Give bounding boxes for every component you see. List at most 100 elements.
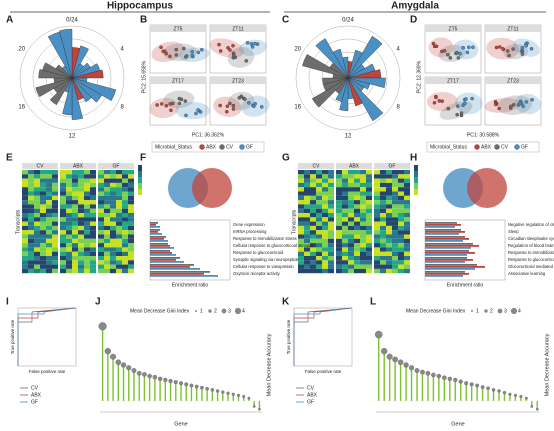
- lollipop-head: [104, 348, 111, 355]
- legend-label: 1: [200, 308, 203, 314]
- heatmap-cell: [60, 204, 66, 209]
- heatmap-cell: [354, 225, 360, 231]
- heatmap-cell: [348, 251, 354, 256]
- bar: [150, 236, 166, 238]
- lollipop-head: [194, 384, 199, 389]
- panel-letter: B: [140, 15, 147, 26]
- sample-point: [226, 46, 230, 50]
- heatmap-cell: [28, 195, 34, 201]
- heatmap-cell: [28, 182, 34, 188]
- term-label: Cellular response to glucocorticoid stim…: [233, 243, 314, 248]
- heatmap-cell: [354, 243, 360, 248]
- heatmap-cell: [66, 170, 72, 175]
- column-label: CV: [313, 163, 321, 169]
- heatmap-cell: [98, 170, 104, 175]
- heatmap-cell: [34, 187, 40, 192]
- heatmap-cell: [110, 256, 116, 261]
- heatmap-cell: [336, 247, 342, 252]
- lollipop-head: [513, 393, 517, 397]
- legend-label: ABX: [307, 392, 318, 398]
- heatmap-cell: [398, 217, 404, 222]
- heatmap-cell: [380, 195, 386, 201]
- heatmap-cell: [34, 213, 40, 218]
- facet-frame: [424, 76, 482, 126]
- lollipop-head: [136, 370, 142, 376]
- heatmap-cell: [404, 256, 410, 261]
- heatmap-cell: [342, 195, 348, 201]
- roc-curve: [293, 307, 353, 366]
- axis-label: PC1: 36.362%: [192, 132, 225, 138]
- heatmap-cell: [392, 170, 398, 175]
- heatmap-cell: [404, 213, 410, 218]
- heatmap-cell: [116, 213, 122, 218]
- heatmap-cell: [310, 256, 316, 261]
- heatmap-cell: [40, 221, 46, 226]
- heatmap-cell: [298, 256, 304, 261]
- heatmap-cell: [104, 251, 110, 256]
- heatmap-cell: [404, 230, 410, 235]
- lollipop-head: [126, 365, 132, 371]
- rose-wedge: [59, 28, 73, 79]
- heatmap-cell: [84, 243, 90, 248]
- heatmap-cell: [386, 264, 392, 269]
- heatmap-cell: [110, 264, 116, 269]
- heatmap-cell: [84, 264, 90, 269]
- heatmap-cell: [46, 234, 52, 239]
- heatmap-cell: [380, 170, 386, 175]
- heatmap-cell: [304, 200, 310, 205]
- bar: [150, 273, 204, 275]
- heatmap-cell: [104, 208, 110, 213]
- heatmap-cell: [298, 204, 304, 209]
- bar: [150, 252, 172, 254]
- heatmap-cell: [98, 208, 104, 213]
- heatmap-cell: [104, 204, 110, 209]
- bar: [425, 236, 465, 238]
- heatmap-cell: [84, 213, 90, 218]
- heatmap-cell: [104, 243, 110, 248]
- sample-point: [530, 97, 534, 102]
- heatmap-cell: [304, 247, 310, 252]
- heatmap-cell: [392, 187, 398, 192]
- heatmap-cell: [90, 234, 96, 239]
- heatmap-cell: [348, 238, 354, 244]
- heatmap-cell: [304, 170, 310, 175]
- heatmap-cell: [386, 260, 392, 265]
- lollipop-head: [386, 353, 393, 360]
- axis-label: Mean Decrease Accuracy: [544, 333, 550, 396]
- heatmap-cell: [328, 217, 334, 222]
- bar: [150, 245, 170, 247]
- heatmap-cell: [66, 208, 72, 213]
- heatmap-cell: [46, 191, 52, 196]
- heatmap-cell: [46, 256, 52, 261]
- panel-letter: C: [282, 15, 289, 26]
- heatmap-cell: [104, 187, 110, 192]
- term-label: Response to glucocorticoid: [233, 250, 284, 255]
- facet-strip: [150, 77, 206, 84]
- heatmap-cell: [380, 174, 386, 179]
- sample-point: [470, 96, 474, 101]
- heatmap-cell: [28, 217, 34, 222]
- heatmap-cell: [128, 217, 134, 222]
- lollipop-head: [168, 378, 173, 384]
- sample-point: [442, 49, 447, 53]
- facet-strip: [425, 25, 481, 32]
- heatmap-cell: [304, 221, 310, 226]
- heatmap-cell: [316, 174, 322, 179]
- term-label: Negative regulation of circadian rhythm: [508, 222, 554, 227]
- heatmap-cell: [374, 174, 380, 179]
- heatmap-cell: [34, 260, 40, 265]
- heatmap-cell: [404, 221, 410, 226]
- heatmap-cell: [40, 170, 46, 175]
- heatmap-cell: [90, 260, 96, 265]
- heatmap-cell: [90, 182, 96, 188]
- heatmap-cell: [322, 243, 328, 248]
- heatmap-cell: [84, 234, 90, 239]
- heatmap-cell: [34, 225, 40, 231]
- heatmap-cell: [66, 256, 72, 261]
- heatmap-cell: [336, 234, 342, 239]
- sample-point: [174, 47, 178, 52]
- heatmap-cell: [46, 187, 52, 192]
- heatmap-cell: [52, 256, 58, 261]
- heatmap-cell: [110, 225, 116, 231]
- heatmap-cell: [116, 195, 122, 201]
